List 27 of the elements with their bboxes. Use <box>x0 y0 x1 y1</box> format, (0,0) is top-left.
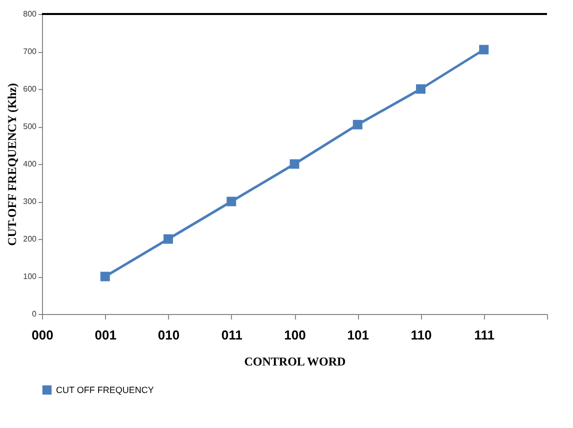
x-tick-label: 101 <box>347 328 369 342</box>
y-tick-label: 200 <box>23 234 38 244</box>
y-tick-label: 0 <box>32 310 38 318</box>
x-tick-label: 010 <box>158 328 180 342</box>
y-tick-label: 400 <box>23 160 38 168</box>
x-tick-label: 001 <box>94 328 116 342</box>
y-axis-title: CUT-OFF FREQUENCY (Khz) <box>5 83 20 246</box>
y-tick-label: 600 <box>23 84 38 94</box>
point <box>164 234 173 244</box>
y-tick-label: 800 <box>23 10 38 18</box>
point <box>100 272 110 282</box>
legend-label: CUT OFF FREQUENCY <box>56 385 154 395</box>
y-tick-label: 300 <box>23 197 38 206</box>
x-tick-label: 110 <box>410 328 432 342</box>
point <box>416 84 426 94</box>
point <box>479 44 489 54</box>
y-tick-label: 700 <box>23 47 38 56</box>
point <box>226 196 236 206</box>
y-tick-label: 100 <box>23 272 38 281</box>
x-tick-label: 011 <box>221 328 242 342</box>
y-tick-label: 500 <box>23 122 38 131</box>
point <box>290 159 300 169</box>
x-axis-title: CONTROL WORD <box>244 354 346 368</box>
x-tick-label: 100 <box>284 328 306 342</box>
x-tick-label: 111 <box>474 328 495 342</box>
point <box>352 120 362 130</box>
x-tick-label: 000 <box>32 328 54 342</box>
